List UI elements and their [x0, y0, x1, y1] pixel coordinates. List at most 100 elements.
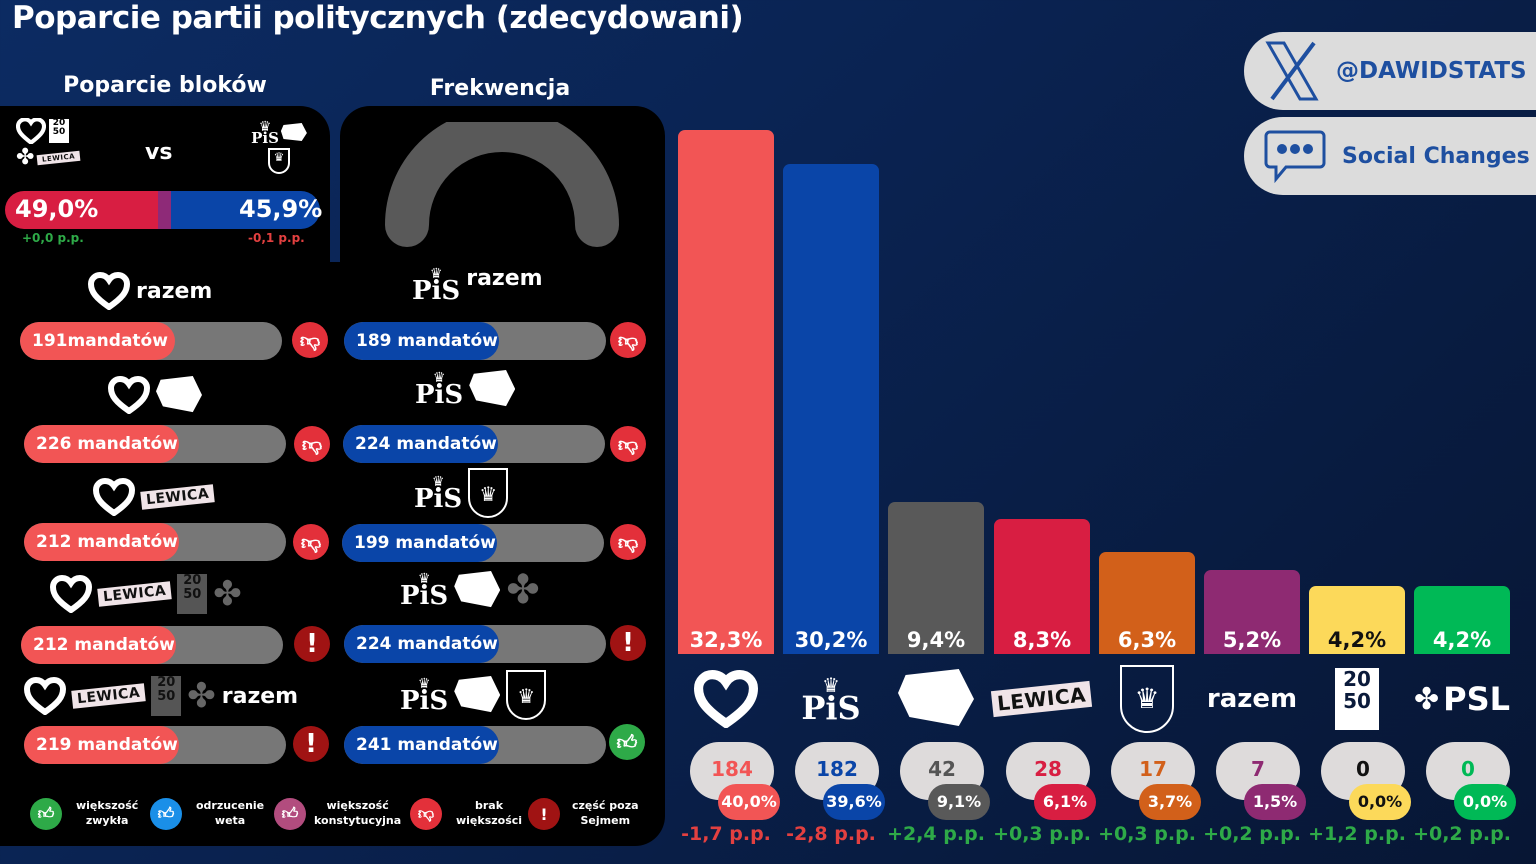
seat-share-pill: 39,6%	[823, 784, 885, 820]
support-change: +0,2 p.p.	[1413, 823, 1511, 845]
psl-clover-icon: ✤	[213, 574, 242, 614]
razem-logo: razem	[221, 683, 299, 709]
korona-icon: ♛	[468, 468, 509, 518]
coalition-logos-r5: ♛ PiS ♛	[400, 670, 547, 720]
party-logo	[678, 664, 774, 734]
razem-logo: razem	[136, 278, 213, 304]
support-change: +2,4 p.p.	[887, 823, 985, 845]
thumb-up-icon: 👍︎	[609, 724, 645, 760]
seat-share-pill: 1,5%	[1244, 784, 1306, 820]
bar-ko: 32,3%	[678, 130, 774, 654]
lewica-logo: LEWICA	[71, 683, 146, 709]
x-handle-badge[interactable]: @DAWIDSTATS	[1244, 32, 1536, 110]
seat-share-pill: 3,7%	[1139, 784, 1201, 820]
konfederacja-icon	[469, 370, 516, 407]
korona-icon: ♛	[1120, 665, 1174, 733]
seat-share-pill: 6,1%	[1034, 784, 1096, 820]
party-logo: ♛	[1099, 664, 1195, 734]
x-handle: @DAWIDSTATS	[1336, 58, 1527, 84]
legend-label: większość	[76, 799, 139, 813]
korona-icon: ♛	[268, 148, 290, 174]
pis-icon: ♛ PiS	[251, 119, 279, 147]
coalition-logos-r2: ♛ PiS	[415, 370, 516, 408]
coalition-bar-r3: 199 mandatów	[342, 524, 604, 562]
thumb-up-icon: 👍︎	[274, 798, 306, 830]
brand-name: Social Changes	[1342, 143, 1530, 169]
thumb-up-icon: 👍︎	[150, 798, 182, 830]
page-title: Poparcie partii politycznych (zdecydowan…	[12, 0, 744, 36]
seat-count: 212 mandatów	[24, 523, 179, 561]
psl-clover-icon: ✤	[506, 567, 540, 613]
x-logo-icon	[1265, 41, 1319, 101]
pis-logo: ♛ PiS	[414, 473, 463, 514]
thumb-down-icon: 👎︎	[610, 524, 646, 560]
psl-clover-icon: ✤	[187, 676, 216, 716]
legend-label: konstytucyjna	[314, 814, 402, 827]
legend-label: Sejmem	[580, 814, 631, 827]
party-logo: LEWICA	[991, 664, 1093, 734]
seat-share-pill: 0,0%	[1349, 784, 1411, 820]
bar-value-label: 30,2%	[794, 628, 868, 652]
exclamation-icon: !	[528, 798, 560, 830]
pis-logo: ♛ PiS	[400, 675, 449, 716]
korona-icon: ♛	[506, 670, 547, 720]
bar-lewica: 8,3%	[994, 519, 1090, 654]
ko-heart-icon	[50, 575, 92, 613]
coalition-logos-r1: ♛ PiS razem	[412, 266, 543, 305]
ko-heart-icon	[694, 670, 758, 728]
bar-razem: 5,2%	[1204, 570, 1300, 654]
chat-bubble-icon	[1264, 130, 1326, 183]
exclamation-icon: !	[293, 726, 329, 762]
exclamation-icon: !	[610, 625, 646, 661]
ko-heart-icon	[16, 118, 46, 144]
seat-count: 189 mandatów	[344, 322, 499, 360]
coalition-bar-l5: 219 mandatów	[24, 726, 286, 764]
lewica-logo: LEWICA	[97, 581, 172, 607]
coalition-bar-l3: 212 mandatów	[24, 523, 286, 561]
bar-value-label: 5,2%	[1222, 628, 1282, 652]
psl-logo: ✤ PSL	[1413, 680, 1511, 718]
bar-value-label: 4,2%	[1432, 628, 1492, 652]
seat-count: 212 mandatów	[21, 626, 176, 664]
party-logo: razem	[1204, 664, 1300, 734]
turnout-title: Frekwencja	[429, 76, 571, 101]
left-bloc-logos: 20 50 ✤ LEWICA	[16, 118, 86, 169]
thumb-up-icon: 👍︎	[30, 798, 62, 830]
thumb-down-icon: 👎︎	[294, 426, 330, 462]
konfederacja-icon	[898, 669, 974, 726]
vs-label: vs	[145, 140, 173, 165]
seat-count: 241 mandatów	[344, 726, 499, 764]
party-logo: 20 50	[1309, 664, 1405, 734]
thumb-down-icon: 👎︎	[610, 426, 646, 462]
seat-count: 224 mandatów	[343, 425, 498, 463]
support-change: +0,2 p.p.	[1203, 823, 1301, 845]
ko-heart-icon	[88, 272, 130, 310]
razem-logo: razem	[466, 266, 543, 291]
legend-veto-override: 👍︎ odrzucenie weta	[150, 798, 264, 830]
support-change: +0,3 p.p.	[1098, 823, 1196, 845]
konfederacja-icon	[156, 376, 202, 413]
legend-label: większości	[456, 814, 523, 827]
bar-value-label: 8,3%	[1012, 628, 1072, 652]
lewica-icon: LEWICA	[37, 150, 81, 166]
exclamation-icon: !	[294, 626, 330, 662]
blocs-title: Poparcie bloków	[63, 73, 267, 98]
legend-label: brak	[475, 799, 504, 813]
party-logo: ♛ PiS	[783, 664, 879, 734]
party-logo: ✤ PSL	[1414, 664, 1510, 734]
legend-label: część poza	[572, 799, 639, 813]
party-logo	[888, 664, 984, 734]
seat-count: 219 mandatów	[24, 726, 179, 764]
legend-label: weta	[214, 814, 246, 827]
pis-logo: ♛ PiS	[412, 266, 461, 306]
bar-korona: 6,3%	[1099, 552, 1195, 654]
seat-share-pill: 0,0%	[1454, 784, 1516, 820]
ko-heart-icon	[24, 677, 66, 715]
coalition-bar-l4: 212 mandatów	[21, 626, 283, 664]
polska-2050-icon: 20 50	[151, 675, 182, 716]
right-bloc-value: 45,9%	[239, 195, 323, 223]
right-bloc-change: -0,1 p.p.	[248, 231, 305, 245]
coalition-bar-r5: 241 mandatów	[344, 726, 606, 764]
bar-polska-2050: 4,2%	[1309, 586, 1405, 654]
bar-value-label: 32,3%	[689, 628, 763, 652]
